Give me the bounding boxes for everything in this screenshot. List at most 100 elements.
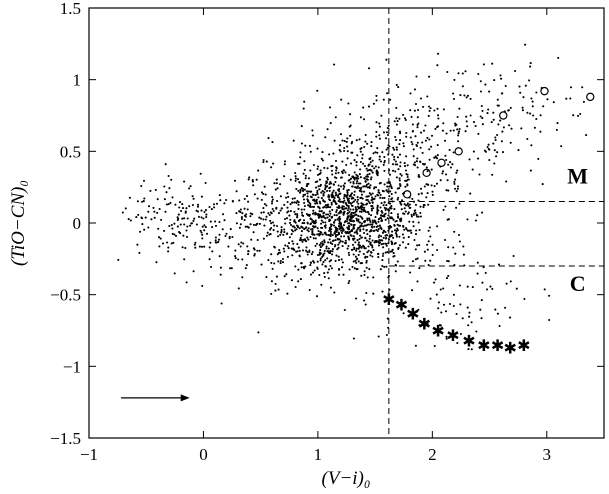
data-point xyxy=(302,219,306,222)
data-point xyxy=(442,208,445,211)
data-point xyxy=(398,218,402,221)
data-point xyxy=(337,212,340,215)
data-point xyxy=(360,208,363,211)
data-point xyxy=(322,192,325,196)
data-point xyxy=(397,216,400,219)
data-point xyxy=(433,184,436,188)
data-point xyxy=(324,224,327,227)
data-point xyxy=(315,242,319,245)
data-point xyxy=(128,196,131,199)
data-point xyxy=(322,214,325,217)
data-point xyxy=(165,203,168,206)
data-point xyxy=(156,198,159,201)
axis-ticks: −1 0 1 2 3−1.5−1−0.500.511.5 xyxy=(50,0,604,464)
data-point xyxy=(218,255,221,258)
data-point xyxy=(313,200,316,203)
data-point xyxy=(303,201,306,205)
data-point xyxy=(394,242,397,245)
data-point xyxy=(380,114,383,117)
data-point xyxy=(397,196,400,199)
data-point xyxy=(340,258,343,261)
data-point xyxy=(424,139,427,142)
data-point xyxy=(147,210,150,213)
data-point xyxy=(530,144,533,147)
data-point xyxy=(415,213,418,216)
data-point xyxy=(289,203,292,206)
data-point xyxy=(436,248,439,252)
data-point xyxy=(459,94,462,97)
data-point xyxy=(340,225,343,228)
data-point xyxy=(353,171,356,174)
data-point xyxy=(147,205,151,208)
data-point xyxy=(492,118,495,121)
data-point xyxy=(312,260,315,263)
data-point xyxy=(426,136,429,139)
data-point xyxy=(385,58,388,61)
data-point xyxy=(360,216,363,219)
circle-data-point xyxy=(499,111,508,120)
data-point xyxy=(355,297,358,300)
data-point xyxy=(334,226,337,229)
data-point xyxy=(213,206,216,209)
data-point xyxy=(399,172,402,176)
data-point xyxy=(303,193,307,196)
data-point xyxy=(368,219,371,222)
data-point xyxy=(425,196,428,199)
data-point xyxy=(166,241,169,244)
data-point xyxy=(320,226,323,229)
data-point xyxy=(324,204,328,207)
data-point xyxy=(343,221,346,224)
data-point xyxy=(402,225,405,228)
data-point xyxy=(355,161,358,164)
data-point xyxy=(330,194,333,197)
data-point xyxy=(225,232,228,235)
data-point xyxy=(241,212,244,215)
data-point xyxy=(414,258,417,261)
data-point xyxy=(179,223,182,226)
data-point xyxy=(292,139,295,142)
data-point xyxy=(168,187,171,190)
data-point xyxy=(409,271,412,274)
data-point xyxy=(343,308,346,312)
data-point xyxy=(376,225,379,228)
data-point xyxy=(416,126,419,129)
data-point xyxy=(390,212,393,215)
data-point xyxy=(363,185,366,188)
x-tick-label: 1 xyxy=(314,445,323,464)
star-data-point: ✱ xyxy=(418,314,431,333)
data-point xyxy=(185,229,188,232)
data-point xyxy=(343,146,346,150)
data-point xyxy=(300,266,303,269)
data-point xyxy=(502,126,505,129)
data-point xyxy=(406,164,409,167)
data-point xyxy=(395,83,398,86)
data-point xyxy=(418,228,421,232)
data-point xyxy=(396,156,399,159)
data-point xyxy=(406,175,409,179)
data-point xyxy=(375,240,378,243)
data-point xyxy=(455,312,458,316)
data-point xyxy=(333,214,336,217)
data-point xyxy=(366,218,369,221)
data-point xyxy=(356,200,359,203)
data-point xyxy=(339,144,342,147)
data-point xyxy=(328,187,331,190)
data-point xyxy=(259,217,263,220)
data-point xyxy=(360,236,363,239)
data-point xyxy=(341,245,344,248)
data-point xyxy=(385,333,388,337)
data-point xyxy=(452,97,456,101)
data-point xyxy=(269,233,272,236)
data-point xyxy=(198,245,201,248)
data-point xyxy=(283,160,287,163)
data-point xyxy=(195,209,198,212)
data-point xyxy=(308,250,311,254)
data-point xyxy=(318,207,321,210)
data-point xyxy=(285,217,289,220)
data-point xyxy=(337,217,340,220)
data-point xyxy=(521,109,524,112)
data-point xyxy=(366,178,369,181)
data-point xyxy=(434,278,437,281)
data-point xyxy=(360,274,363,277)
data-point xyxy=(433,281,436,284)
